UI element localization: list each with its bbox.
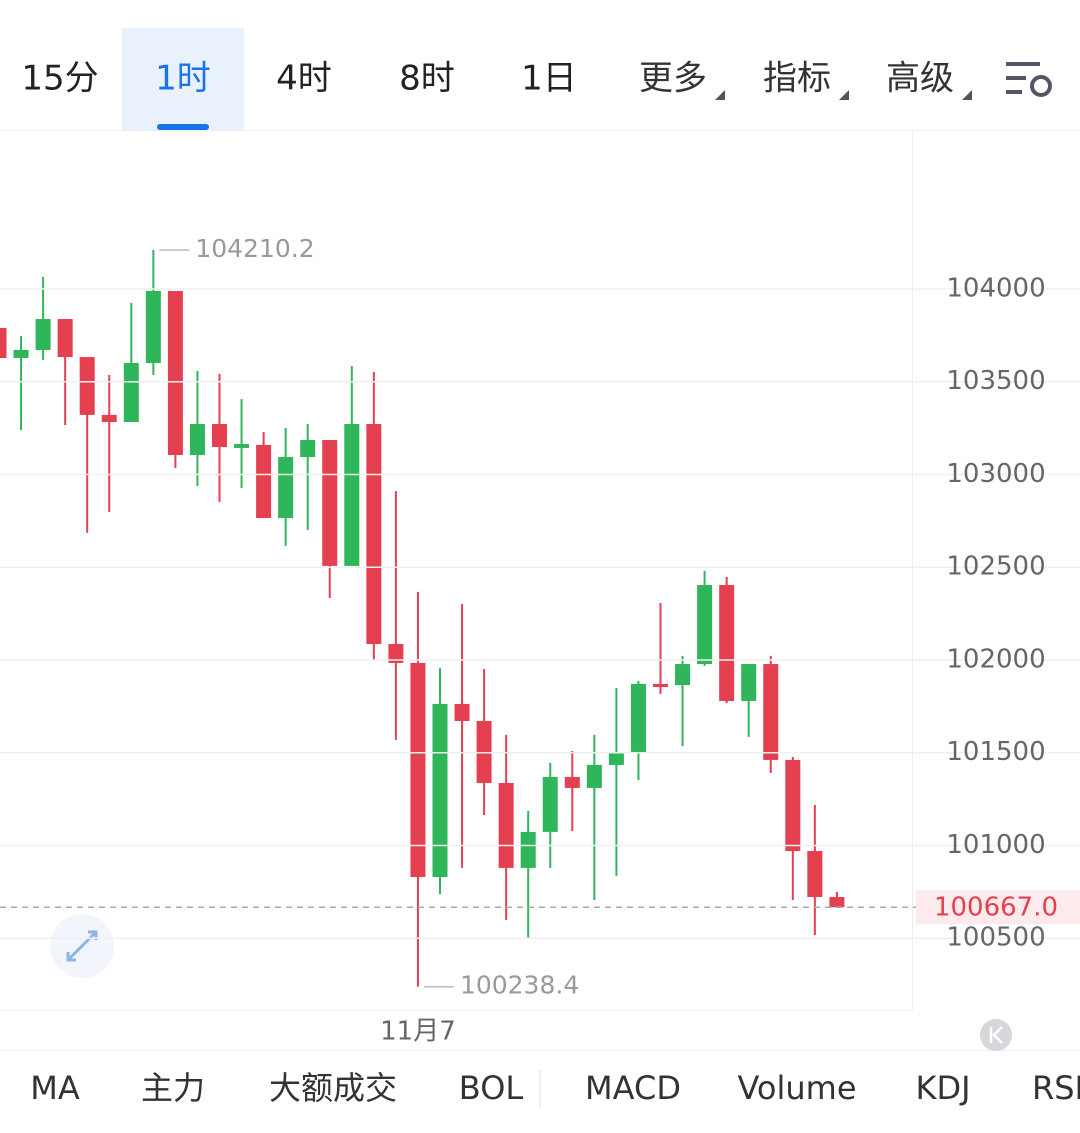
candle-body xyxy=(35,319,51,350)
indicator-tab[interactable]: KDJ xyxy=(915,1069,970,1107)
y-tick-label: 102500 xyxy=(946,552,1045,582)
candle-body xyxy=(630,683,646,752)
menu-tab[interactable]: 更多 xyxy=(639,59,707,99)
candles xyxy=(0,249,845,987)
dropdown-arrow xyxy=(962,90,972,100)
candle-body xyxy=(13,350,29,358)
candle-body xyxy=(0,327,7,358)
candle-body xyxy=(57,319,73,358)
extreme-label: 104210.2 xyxy=(195,234,314,263)
candle-body xyxy=(586,764,602,788)
indicator-tab[interactable]: 主力 xyxy=(141,1069,205,1107)
y-tick-label: 101500 xyxy=(946,737,1045,767)
y-tick-label: 102000 xyxy=(946,644,1045,674)
candle-body xyxy=(366,424,382,645)
indicator-tab[interactable]: MACD xyxy=(585,1069,681,1107)
settings-icon[interactable] xyxy=(1006,62,1052,97)
candle-body xyxy=(675,664,691,686)
menu-tab[interactable]: 指标 xyxy=(763,59,831,99)
candle-body xyxy=(653,683,668,688)
dropdown-arrow xyxy=(839,90,849,100)
y-tick-label: 103000 xyxy=(946,459,1045,489)
active-tab-bg xyxy=(122,28,244,130)
expand-button[interactable] xyxy=(50,914,114,978)
scroll-end-button[interactable] xyxy=(980,1019,1012,1051)
indicator-tab[interactable]: Volume xyxy=(737,1069,856,1107)
indicator-tab[interactable]: 大额成交 xyxy=(269,1069,397,1107)
timeframe-tab[interactable]: 1时 xyxy=(155,59,211,99)
candle-body xyxy=(189,424,205,455)
candle-body xyxy=(234,444,250,448)
candle-body xyxy=(212,424,227,448)
timeframe-tab[interactable]: 8时 xyxy=(399,59,455,99)
candle-body xyxy=(101,414,117,422)
candle-body xyxy=(388,644,404,663)
last-price-box xyxy=(916,890,1080,925)
candle-body xyxy=(256,444,272,519)
timeframe-tab[interactable]: 15分 xyxy=(21,59,98,99)
menu-tab[interactable]: 高级 xyxy=(886,59,954,99)
candle-body xyxy=(719,585,735,701)
candle-body xyxy=(278,457,294,519)
indicator-tab[interactable]: BOL xyxy=(459,1069,524,1107)
candle-body xyxy=(542,777,558,832)
candle-body xyxy=(344,424,360,566)
candle-body xyxy=(785,759,801,852)
candle-body xyxy=(763,664,779,760)
y-tick-label: 101000 xyxy=(946,830,1045,860)
candle-body xyxy=(123,362,139,422)
candle-body xyxy=(564,777,580,788)
indicator-tab[interactable]: RSI xyxy=(1032,1069,1080,1107)
indicator-tab[interactable]: MA xyxy=(30,1069,80,1107)
y-tick-label: 100500 xyxy=(946,923,1045,953)
x-tick-label: 11月7 xyxy=(380,1017,456,1047)
last-price-label: 100667.0 xyxy=(934,893,1058,923)
candle-body xyxy=(145,291,161,363)
y-tick-label: 103500 xyxy=(946,366,1045,396)
candle-body xyxy=(829,897,845,908)
candle-body xyxy=(300,439,316,458)
candle-body xyxy=(454,703,470,721)
candle-body xyxy=(79,357,95,415)
dropdown-arrow xyxy=(715,90,725,100)
candle-body xyxy=(322,439,338,566)
candle-body xyxy=(608,751,624,765)
candle-body xyxy=(498,782,514,868)
timeframe-tab[interactable]: 1日 xyxy=(521,59,577,99)
candle-body xyxy=(741,664,757,701)
y-tick-label: 104000 xyxy=(946,273,1045,303)
candle-body xyxy=(167,291,183,455)
timeframe-tab[interactable]: 4时 xyxy=(276,59,332,99)
candle-body xyxy=(410,662,426,877)
candle-body xyxy=(697,585,713,665)
extreme-label: 100238.4 xyxy=(460,971,579,1000)
candle-body xyxy=(520,831,536,868)
active-tab-indicator xyxy=(157,124,209,130)
candle-body xyxy=(432,703,448,877)
candle-body xyxy=(807,851,823,898)
